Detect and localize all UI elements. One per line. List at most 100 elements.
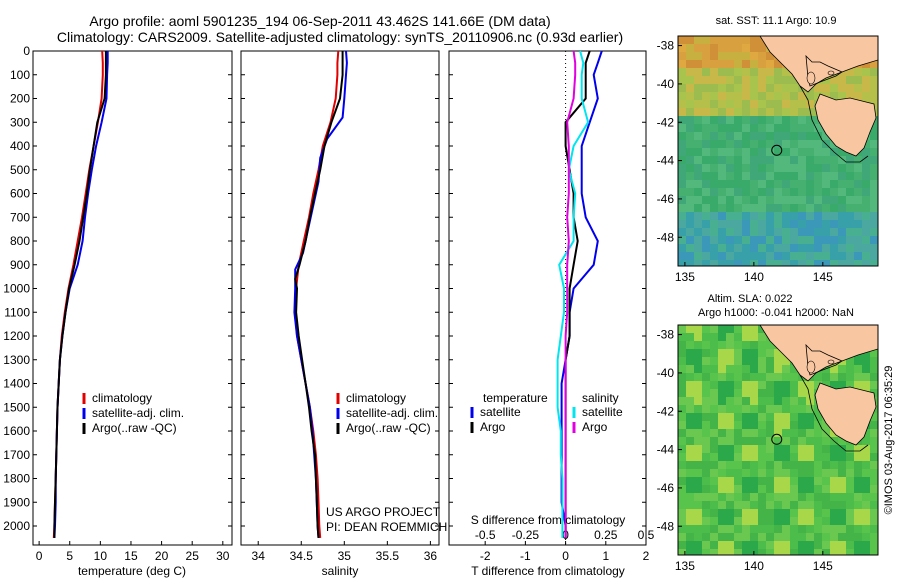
map-cell [686, 220, 695, 229]
legend-label: Argo [480, 420, 506, 434]
map-cell [846, 541, 855, 550]
map-cell [750, 140, 759, 149]
map-cell [694, 349, 703, 358]
map-cell [702, 204, 711, 213]
map-cell [862, 365, 871, 374]
map-cell [726, 116, 735, 125]
map-cell [710, 156, 719, 165]
map-cell [718, 76, 727, 85]
sst-map-coast [759, 36, 878, 163]
map-cell [798, 108, 807, 117]
map-cell [854, 525, 863, 534]
map-cell [750, 533, 759, 542]
map-cell [718, 148, 727, 157]
map-cell [678, 541, 687, 550]
map-cell [702, 164, 711, 173]
map-cell [774, 244, 783, 253]
map-cell [830, 244, 839, 253]
salinity-axes-frame [240, 50, 440, 546]
map-cell [710, 196, 719, 205]
map-cell [726, 84, 735, 93]
map-cell [742, 517, 751, 526]
map-cell [758, 244, 767, 253]
map-cell [718, 421, 727, 430]
map-cell [742, 148, 751, 157]
map-cell [702, 549, 711, 555]
map-cell [782, 397, 791, 406]
map-cell [678, 180, 687, 189]
map-cell [742, 445, 751, 454]
map-cell [814, 236, 823, 245]
map-cell [726, 525, 735, 534]
map-cell [766, 469, 775, 478]
map-cell [726, 164, 735, 173]
map-cell [718, 549, 727, 555]
map-cell [702, 373, 711, 382]
map-cell [814, 429, 823, 438]
map-cell [774, 140, 783, 149]
map-cell [766, 156, 775, 165]
map-cell [710, 212, 719, 221]
map-cell [814, 244, 823, 253]
y-tick-label: 0 [23, 44, 30, 58]
map-cell [702, 244, 711, 253]
map-cell [718, 228, 727, 237]
map-cell [678, 148, 687, 157]
sla-map-coast [759, 325, 878, 452]
map-cell [814, 124, 823, 133]
map-cell [798, 204, 807, 213]
y-tick-label: 600 [10, 187, 30, 201]
sst-map-ticks: 135 140 145 -38 -40 -42 -44 -46 -48 [657, 39, 834, 284]
map-y-tick-label: -42 [657, 404, 675, 418]
map-cell [838, 509, 847, 518]
map-cell [726, 148, 735, 157]
map-cell [870, 140, 878, 149]
map-cell [806, 180, 815, 189]
map-cell [710, 132, 719, 141]
sla-map-frame [677, 324, 879, 556]
project-annotation-line1: US ARGO PROJECT [326, 505, 441, 519]
map-cell [862, 501, 871, 510]
map-cell [686, 333, 695, 342]
map-cell [710, 76, 719, 85]
map-cell [694, 76, 703, 85]
map-cell [742, 164, 751, 173]
map-cell [782, 469, 791, 478]
map-cell [678, 525, 687, 534]
map-cell [710, 541, 719, 550]
map-cell [694, 236, 703, 245]
map-cell [750, 148, 759, 157]
map-cell [742, 156, 751, 165]
map-cell [814, 525, 823, 534]
map-cell [702, 357, 711, 366]
map-cell [678, 445, 687, 454]
map-cell [686, 445, 695, 454]
map-cell [694, 92, 703, 101]
map-cell [718, 429, 727, 438]
map-cell [798, 116, 807, 125]
y-tick-label: 1200 [3, 329, 30, 343]
map-cell [742, 188, 751, 197]
map-cell [838, 525, 847, 534]
x-tick-label: 20 [155, 549, 169, 563]
map-cell [734, 196, 743, 205]
map-cell [774, 421, 783, 430]
map-y-tick-label: -44 [657, 443, 675, 457]
map-cell [734, 140, 743, 149]
map-cell [694, 381, 703, 390]
map-cell [734, 397, 743, 406]
map-cell [726, 509, 735, 518]
sla-map-ticks: 135 140 145 -38 -40 -42 -44 -46 -48 [657, 328, 834, 573]
x-tick-label: 15 [124, 549, 138, 563]
map-cell [710, 381, 719, 390]
map-cell [782, 196, 791, 205]
map-cell [750, 84, 759, 93]
map-cell [766, 236, 775, 245]
map-cell [758, 349, 767, 358]
map-cell [766, 357, 775, 366]
map-cell [710, 517, 719, 526]
map-cell [758, 252, 767, 261]
map-cell [790, 477, 799, 486]
map-cell [686, 228, 695, 237]
map-cell [678, 44, 687, 53]
